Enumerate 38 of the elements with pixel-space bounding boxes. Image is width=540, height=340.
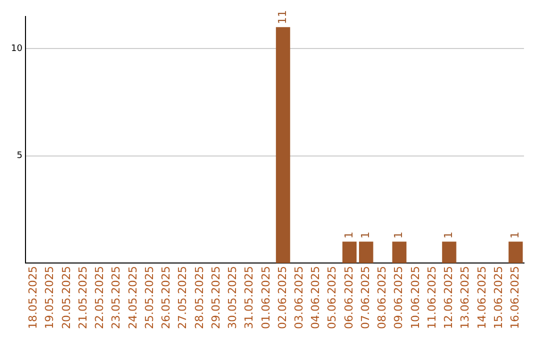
x-tick-label: 23.05.2025 <box>110 266 123 330</box>
x-tick-label: 11.06.2025 <box>425 266 438 330</box>
x-tick-label: 28.05.2025 <box>192 266 206 330</box>
x-tick-label: 05.06.2025 <box>326 266 339 330</box>
x-tick-label: 02.06.2025 <box>276 266 289 330</box>
data-label: 1 <box>392 232 406 239</box>
data-label: 1 <box>442 232 456 239</box>
x-tick-label: 13.06.2025 <box>458 266 472 330</box>
x-tick-label: 10.06.2025 <box>408 266 422 330</box>
x-tick-label: 15.06.2025 <box>492 266 505 330</box>
x-tick-label: 30.05.2025 <box>226 266 240 330</box>
x-tick-label: 27.05.2025 <box>176 266 190 330</box>
x-tick-label: 19.05.2025 <box>43 266 56 330</box>
x-tick-label: 04.06.2025 <box>309 266 322 330</box>
x-tick-label: 26.05.2025 <box>160 266 173 330</box>
x-tick-label: 22.05.2025 <box>93 266 106 330</box>
data-label: 11 <box>276 10 289 24</box>
data-label: 1 <box>342 232 356 239</box>
y-tick-label: 5 <box>16 151 22 162</box>
x-tick-label: 01.06.2025 <box>259 266 272 330</box>
x-tick-label: 24.05.2025 <box>126 266 140 330</box>
data-label: 1 <box>508 232 522 239</box>
x-tick-label: 06.06.2025 <box>342 266 356 330</box>
x-tick-label: 09.06.2025 <box>392 266 406 330</box>
x-tick-label: 03.06.2025 <box>292 266 306 330</box>
x-tick-label: 07.06.2025 <box>358 266 372 330</box>
x-tick-label: 29.05.2025 <box>209 266 222 330</box>
x-tick-label: 31.05.2025 <box>242 266 256 330</box>
y-tick-label: 10 <box>11 44 23 54</box>
x-tick-label: 14.06.2025 <box>475 266 488 330</box>
x-tick-label: 25.05.2025 <box>142 266 156 330</box>
x-tick-label: 21.05.2025 <box>76 266 90 330</box>
x-tick-label: 08.06.2025 <box>376 266 389 330</box>
x-tick-label: 18.05.2025 <box>26 266 40 330</box>
data-label: 1 <box>358 232 372 239</box>
x-tick-label: 12.06.2025 <box>442 266 456 330</box>
x-tick-label: 16.06.2025 <box>508 266 522 330</box>
x-tick-label: 20.05.2025 <box>60 266 73 330</box>
